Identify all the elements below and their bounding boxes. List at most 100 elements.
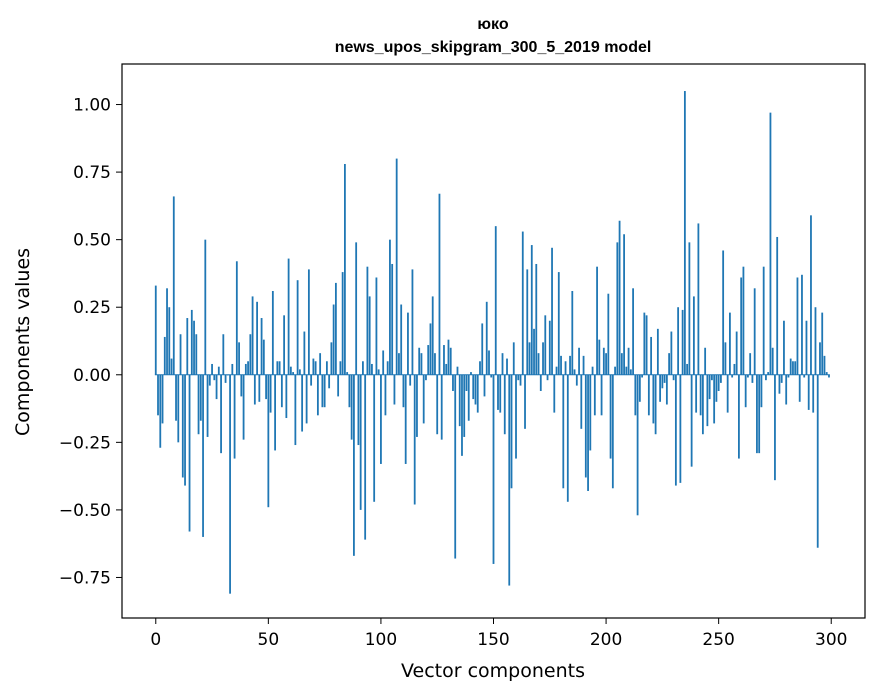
bar-272 (767, 372, 770, 375)
bar-3 (161, 374, 164, 424)
x-tick-label: 200 (590, 630, 622, 650)
bar-196 (596, 266, 598, 375)
bar-37 (238, 342, 240, 375)
bar-210 (627, 347, 630, 375)
bar-71 (314, 361, 317, 375)
bar-149 (490, 374, 493, 378)
bar-131 (449, 347, 452, 375)
bar-19 (197, 374, 200, 435)
y-tick-label: 0.25 (73, 298, 111, 318)
bar-218 (645, 315, 648, 375)
bar-75 (323, 374, 326, 408)
bar-74 (321, 374, 324, 408)
bar-233 (679, 374, 682, 483)
bar-42 (249, 334, 252, 375)
bar-248 (713, 374, 716, 424)
bar-219 (647, 374, 650, 416)
bar-253 (724, 342, 727, 375)
bar-201 (607, 293, 610, 375)
bar-58 (285, 374, 288, 419)
bar-128 (443, 345, 445, 375)
bar-64 (298, 369, 301, 375)
bar-101 (382, 350, 385, 375)
bar-179 (557, 272, 560, 375)
bar-93 (364, 374, 367, 540)
bar-12 (181, 374, 184, 478)
bar-192 (587, 374, 589, 491)
bar-224 (659, 374, 662, 402)
bar-82 (339, 361, 342, 375)
bar-170 (537, 353, 540, 375)
bar-175 (548, 320, 551, 375)
bar-220 (650, 336, 653, 375)
bar-100 (380, 374, 382, 464)
bar-83 (341, 272, 344, 375)
bar-238 (690, 374, 693, 467)
bar-147 (485, 301, 488, 375)
bar-275 (774, 374, 776, 481)
bar-176 (551, 247, 553, 375)
bar-132 (452, 374, 454, 391)
bar-85 (346, 372, 349, 375)
bar-239 (692, 296, 695, 375)
y-tick-label: −0.75 (59, 568, 111, 588)
bar-244 (704, 347, 707, 375)
bar-54 (276, 361, 279, 375)
bar-8 (172, 196, 175, 375)
bar-173 (544, 315, 547, 375)
bar-225 (661, 374, 664, 389)
bar-124 (434, 353, 436, 375)
bar-38 (240, 374, 243, 397)
bar-7 (170, 358, 173, 375)
bar-191 (584, 374, 587, 478)
x-tick-label: 150 (477, 630, 509, 650)
bar-109 (400, 304, 403, 375)
bar-9 (175, 374, 177, 421)
bar-59 (287, 258, 290, 375)
bar-242 (699, 374, 702, 416)
y-tick-label: −0.50 (59, 501, 111, 521)
bar-48 (262, 339, 265, 375)
bar-217 (643, 312, 646, 375)
bar-160 (515, 374, 517, 459)
bar-251 (720, 374, 722, 383)
bar-96 (371, 363, 373, 375)
bar-86 (348, 374, 351, 408)
bar-297 (823, 355, 826, 375)
bar-190 (582, 355, 585, 375)
y-tick-label: 1.00 (73, 96, 111, 116)
bar-66 (303, 331, 306, 375)
x-axis-ticks: 0 50 100 150 200 250 300 (150, 618, 847, 650)
bar-70 (312, 358, 315, 375)
x-tick-label: 100 (365, 630, 397, 650)
bar-229 (670, 331, 673, 375)
bar-67 (305, 374, 308, 424)
bar-182 (564, 361, 567, 375)
bar-290 (807, 374, 810, 410)
bar-259 (738, 374, 740, 459)
x-axis-label: Vector components (401, 660, 585, 682)
bar-117 (418, 347, 421, 375)
bar-119 (422, 374, 425, 424)
bar-78 (330, 342, 333, 375)
bar-291 (810, 215, 812, 375)
bar-287 (801, 274, 803, 375)
bar-265 (751, 374, 754, 383)
bar-25 (211, 363, 213, 375)
bar-142 (474, 374, 477, 405)
bar-23 (206, 374, 209, 437)
bar-21 (202, 374, 204, 537)
bar-234 (681, 309, 684, 375)
bar-284 (794, 361, 797, 375)
bar-103 (386, 361, 389, 375)
bar-221 (652, 374, 655, 424)
bar-16 (190, 309, 193, 375)
bar-98 (375, 277, 378, 375)
bar-116 (416, 374, 418, 437)
bar-36 (235, 261, 238, 375)
bar-1 (157, 374, 159, 416)
bar-281 (787, 374, 790, 378)
bar-237 (688, 242, 691, 375)
bar-274 (771, 347, 774, 375)
